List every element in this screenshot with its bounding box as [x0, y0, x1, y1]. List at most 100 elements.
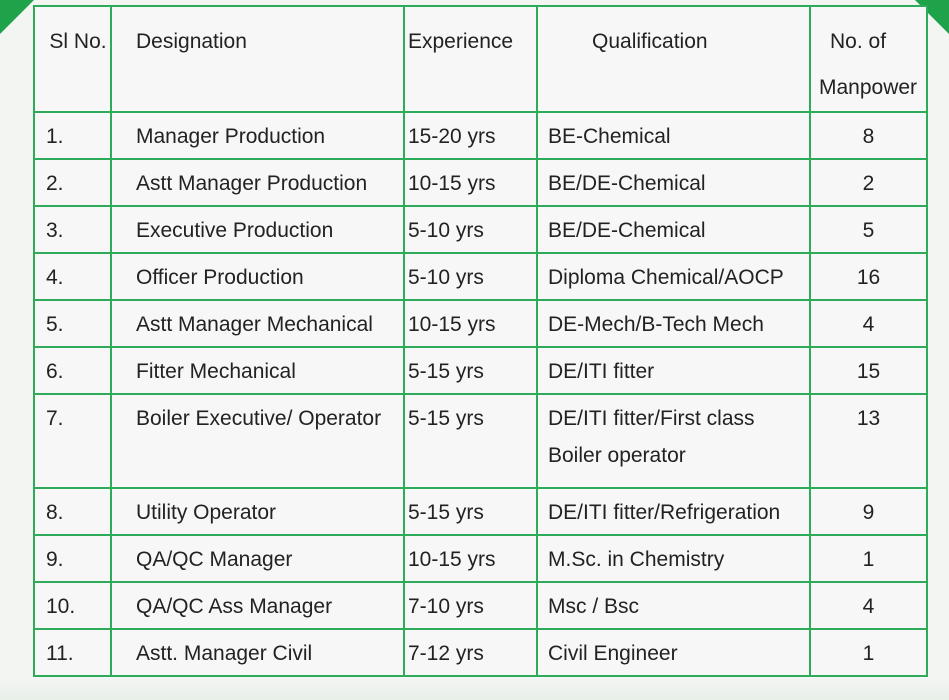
cell-sl-no: 2. — [33, 158, 112, 207]
cell-sl-no: 4. — [33, 252, 112, 301]
cell-qualification: Diploma Chemical/AOCP — [536, 252, 811, 301]
row-experience: 15-20 yrs — [408, 125, 496, 148]
cell-sl-no: 11. — [33, 628, 112, 677]
row-manpower: 15 — [856, 360, 881, 383]
cell-manpower: 1 — [809, 628, 928, 677]
cell-experience: 10-15 yrs — [403, 534, 538, 583]
row-designation: Astt Manager Production — [136, 172, 368, 195]
row-qualification: BE/DE-Chemical — [548, 172, 706, 195]
header-qualification: Qualification — [536, 5, 811, 113]
cell-experience: 7-12 yrs — [403, 628, 538, 677]
row-qualification: Civil Engineer — [548, 642, 678, 665]
row-designation: Astt. Manager Civil — [136, 642, 313, 665]
row-manpower: 5 — [862, 219, 875, 242]
table-row: 5. Astt Manager Mechanical 10-15 yrs DE-… — [33, 299, 928, 348]
cell-experience: 5-15 yrs — [403, 393, 538, 489]
row-qualification: BE/DE-Chemical — [548, 219, 706, 242]
cell-qualification: DE/ITI fitter/First class Boiler operator — [536, 393, 811, 489]
corner-decoration-left — [0, 0, 34, 34]
row-experience: 7-12 yrs — [408, 642, 484, 665]
row-qualification: Msc / Bsc — [548, 595, 640, 618]
cell-designation: Astt Manager Mechanical — [110, 299, 405, 348]
cell-sl-no: 9. — [33, 534, 112, 583]
cell-designation: Boiler Executive/ Operator — [110, 393, 405, 489]
row-designation: Manager Production — [136, 125, 326, 148]
cell-manpower: 2 — [809, 158, 928, 207]
row-experience: 7-10 yrs — [408, 595, 484, 618]
cell-manpower: 13 — [809, 393, 928, 489]
row-experience: 5-10 yrs — [408, 219, 484, 242]
row-sl: 4. — [46, 266, 64, 289]
row-sl: 2. — [46, 172, 64, 195]
row-manpower: 13 — [856, 407, 881, 430]
row-sl: 6. — [46, 360, 64, 383]
row-sl: 10. — [46, 595, 76, 618]
cell-sl-no: 8. — [33, 487, 112, 536]
cell-designation: Executive Production — [110, 205, 405, 254]
row-sl: 8. — [46, 501, 64, 524]
row-designation: QA/QC Ass Manager — [136, 595, 333, 618]
header-sl-no: Sl No. — [33, 5, 112, 113]
cell-designation: Officer Production — [110, 252, 405, 301]
row-experience: 10-15 yrs — [408, 172, 496, 195]
row-qualification: M.Sc. in Chemistry — [548, 548, 725, 571]
table-row: 11. Astt. Manager Civil 7-12 yrs Civil E… — [33, 628, 928, 677]
table-row: 8. Utility Operator 5-15 yrs DE/ITI fitt… — [33, 487, 928, 536]
cell-sl-no: 5. — [33, 299, 112, 348]
table-row: 9. QA/QC Manager 10-15 yrs M.Sc. in Chem… — [33, 534, 928, 583]
cell-sl-no: 10. — [33, 581, 112, 630]
cell-experience: 5-10 yrs — [403, 252, 538, 301]
row-manpower: 9 — [862, 501, 875, 524]
table-row: 2. Astt Manager Production 10-15 yrs BE/… — [33, 158, 928, 207]
row-experience: 5-10 yrs — [408, 266, 484, 289]
cell-sl-no: 7. — [33, 393, 112, 489]
cell-designation: Utility Operator — [110, 487, 405, 536]
row-manpower: 8 — [862, 125, 875, 148]
row-experience: 5-15 yrs — [408, 407, 484, 430]
header-designation: Designation — [110, 5, 405, 113]
row-designation: Astt Manager Mechanical — [136, 313, 373, 336]
cell-manpower: 15 — [809, 346, 928, 395]
table-row: 3. Executive Production 5-10 yrs BE/DE-C… — [33, 205, 928, 254]
cell-qualification: DE-Mech/B-Tech Mech — [536, 299, 811, 348]
row-manpower: 1 — [862, 548, 875, 571]
cell-experience: 15-20 yrs — [403, 111, 538, 160]
table-row: 4. Officer Production 5-10 yrs Diploma C… — [33, 252, 928, 301]
cell-manpower: 8 — [809, 111, 928, 160]
cell-experience: 5-15 yrs — [403, 346, 538, 395]
row-qualification: DE/ITI fitter/First class — [548, 407, 755, 430]
cell-qualification: BE/DE-Chemical — [536, 205, 811, 254]
row-sl: 9. — [46, 548, 64, 571]
row-sl: 5. — [46, 313, 64, 336]
cell-qualification: BE-Chemical — [536, 111, 811, 160]
cell-designation: Astt. Manager Civil — [110, 628, 405, 677]
cell-designation: Manager Production — [110, 111, 405, 160]
cell-manpower: 1 — [809, 534, 928, 583]
table-header-row: Sl No. Designation Experience Qualificat… — [33, 5, 928, 113]
row-manpower: 4 — [862, 595, 875, 618]
row-designation: Fitter Mechanical — [136, 360, 296, 383]
row-sl: 7. — [46, 407, 64, 430]
cell-qualification: M.Sc. in Chemistry — [536, 534, 811, 583]
row-qualification: BE-Chemical — [548, 125, 671, 148]
header-manpower-line1: No. of — [830, 30, 887, 53]
cell-experience: 5-10 yrs — [403, 205, 538, 254]
cell-qualification: Msc / Bsc — [536, 581, 811, 630]
row-manpower: 4 — [862, 313, 875, 336]
cell-manpower: 16 — [809, 252, 928, 301]
row-experience: 5-15 yrs — [408, 360, 484, 383]
header-manpower: No. of Manpower — [809, 5, 928, 113]
row-designation: Utility Operator — [136, 501, 277, 524]
row-qualification: DE/ITI fitter — [548, 360, 655, 383]
row-qualification: DE/ITI fitter/Refrigeration — [548, 501, 781, 524]
header-manpower-line2: Manpower — [819, 76, 918, 99]
row-experience: 10-15 yrs — [408, 548, 496, 571]
row-sl: 3. — [46, 219, 64, 242]
row-experience: 10-15 yrs — [408, 313, 496, 336]
cell-qualification: BE/DE-Chemical — [536, 158, 811, 207]
header-experience: Experience — [403, 5, 538, 113]
cell-sl-no: 1. — [33, 111, 112, 160]
row-designation: QA/QC Manager — [136, 548, 293, 571]
table-row: 1. Manager Production 15-20 yrs BE-Chemi… — [33, 111, 928, 160]
